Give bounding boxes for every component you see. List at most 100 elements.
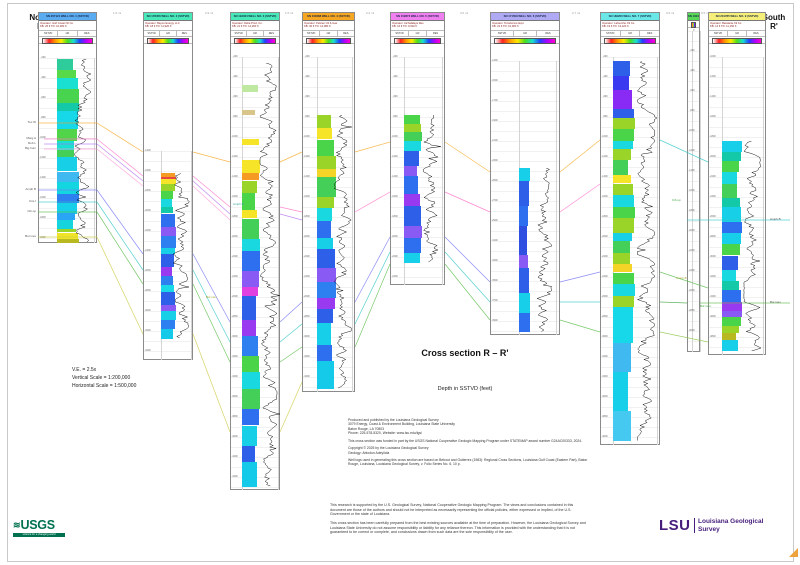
depth-tick-label: -2200: [709, 175, 716, 178]
color-gradient: [147, 38, 189, 44]
formation-top-label-right: Amph B: [770, 217, 781, 221]
lith-fill-segment: [161, 267, 173, 276]
track-label: GR: [409, 31, 427, 36]
track-label: SSTVD: [601, 31, 621, 36]
depth-tick-label: -2000: [688, 229, 695, 232]
depth-tick-label: -3600: [601, 395, 608, 398]
lith-fill-segment: [57, 59, 73, 70]
lith-fill-segment: [404, 206, 421, 226]
lith-fill-segment: [57, 111, 79, 129]
lith-fill-segment: [404, 132, 422, 141]
track-label: GR: [320, 31, 338, 36]
well-header-info: Operator: Gulf Coast Oil Co. KB: 25 ft TD…: [39, 21, 96, 31]
depth-tick-label: -1200: [303, 155, 310, 158]
south-word: South: [762, 13, 786, 22]
depth-tick-label: -1600: [601, 195, 608, 198]
lith-fill-segment: [57, 88, 80, 103]
lith-fill-segment: [57, 149, 75, 158]
depth-tick-label: -400: [602, 75, 608, 78]
lith-fill-segment: [242, 445, 255, 463]
well-log-strip: SN 178456 WELL NO. 2 (SSTVD) Operator: Ba…: [143, 12, 193, 360]
lith-fill-segment: [57, 128, 77, 141]
depth-tick-label: -2800: [144, 289, 151, 292]
lith-fill-segment: [613, 206, 635, 218]
lith-fill-segment: [317, 237, 334, 249]
track-label: RES: [84, 32, 90, 35]
depth-tick-label: -800: [602, 115, 608, 118]
depth-tick-label: -1800: [39, 216, 46, 219]
depth-tick-label: -1800: [144, 189, 151, 192]
lith-fill-segment: [317, 309, 334, 323]
depth-tick-label: -1300: [491, 59, 498, 62]
depth-tick-label: -1400: [391, 175, 398, 178]
corner-mark: [789, 548, 798, 557]
horizontal-scale: Horizontal Scale = 1:500,000: [72, 382, 137, 389]
lith-fill-segment: [57, 141, 74, 150]
depth-tick-label: -3400: [144, 349, 151, 352]
depth-tick-label: -400: [232, 75, 238, 78]
depth-tick-label: -2600: [709, 215, 716, 218]
depth-note: Depth in SSTVD (feet): [437, 386, 493, 392]
lith-fill-segment: [317, 268, 336, 282]
lith-fill-segment: [404, 253, 420, 263]
lsu-lgs-logo: LSU Louisiana Geological Survey: [659, 518, 763, 534]
depth-tick-label: -2400: [391, 275, 398, 278]
credits-line: Well logs used in generating this cross …: [348, 457, 588, 467]
depth-tick-label: -3800: [231, 415, 238, 418]
lith-fill-segment: [317, 155, 336, 170]
depth-tick-label: -1000: [39, 136, 46, 139]
lith-fill-segment: [404, 166, 418, 176]
lith-fill-segment: [613, 342, 631, 372]
formation-top-label-left: Marg A: [26, 136, 36, 140]
depth-tick-label: -200: [304, 55, 310, 58]
depth-tick-label: -800: [232, 115, 238, 118]
well-header-info: Operator: Pelican Oil & Gas KB: 30 ft TD:…: [303, 21, 354, 31]
lith-fill-segment: [242, 218, 259, 239]
well-operator: Operator: Pelican Oil & Gas: [304, 21, 338, 25]
depth-tick-label: -2700: [491, 199, 498, 202]
depth-tick-label: -1200: [391, 155, 398, 158]
well-header-title: SN 160288 WELL NO. 4 (SSTVD): [303, 13, 354, 21]
lith-fill-segment: [57, 228, 76, 233]
well-header-title: SN 171509 WELL NO. 6 (SSTVD): [491, 13, 559, 21]
track-label: GR: [58, 31, 78, 36]
depth-tick-label: -400: [304, 75, 310, 78]
lith-fill-segment: [317, 345, 333, 362]
lith-fill-segment: [722, 317, 741, 327]
depth-tick-label: -1400: [303, 175, 310, 178]
well-header-title: SN 152873 WELL NO. 5 (SSTVD): [391, 13, 444, 21]
well-kb-elevation: KB: 14 ft TD: 11,150 ft: [710, 25, 737, 28]
well-track-scale-row: SSTVD GR RES: [144, 31, 192, 37]
depth-tick-label: -2800: [688, 309, 695, 312]
grid-vline: [657, 57, 658, 445]
track-label: RES: [432, 32, 439, 35]
depth-tick-label: -3000: [231, 335, 238, 338]
lith-fill-segment: [519, 206, 529, 226]
lith-fill-segment: [613, 148, 631, 161]
lith-fill-segment: [242, 172, 259, 181]
lith-fill-segment: [161, 285, 175, 293]
lith-fill-segment: [317, 139, 335, 156]
well-log-strip: SN 171509 WELL NO. 6 (SSTVD) Operator: Te…: [490, 12, 560, 335]
lith-fill-segment: [613, 195, 635, 207]
lith-fill-segment: [161, 311, 176, 321]
well-operator: Operator: Atchafalaya Res.: [392, 21, 425, 25]
lith-fill-segment: [242, 180, 258, 193]
color-scale-bar: [231, 37, 279, 44]
color-scale-bar: [688, 21, 699, 28]
lith-fill-segment: [519, 293, 530, 313]
depth-tick-label: -2300: [491, 159, 498, 162]
lith-fill-segment: [519, 255, 529, 268]
resistivity-curve: [423, 115, 441, 263]
lith-fill-segment: [242, 110, 256, 115]
lith-fill-segment: [161, 236, 176, 248]
lith-fill-segment: [161, 328, 174, 339]
lith-fill-segment: [242, 408, 259, 426]
lith-fill-segment: [242, 238, 260, 251]
well-log-strip: SN 194034 WELL NO. 3 (SSTVD) Operator: De…: [230, 12, 281, 490]
well-operator: Operator: Terrebonne Expl.: [492, 21, 525, 25]
depth-tick-label: 0: [693, 29, 695, 32]
lith-fill-segment: [613, 264, 632, 273]
depth-tick-label: -200: [232, 55, 238, 58]
lith-fill-segment: [57, 102, 80, 112]
